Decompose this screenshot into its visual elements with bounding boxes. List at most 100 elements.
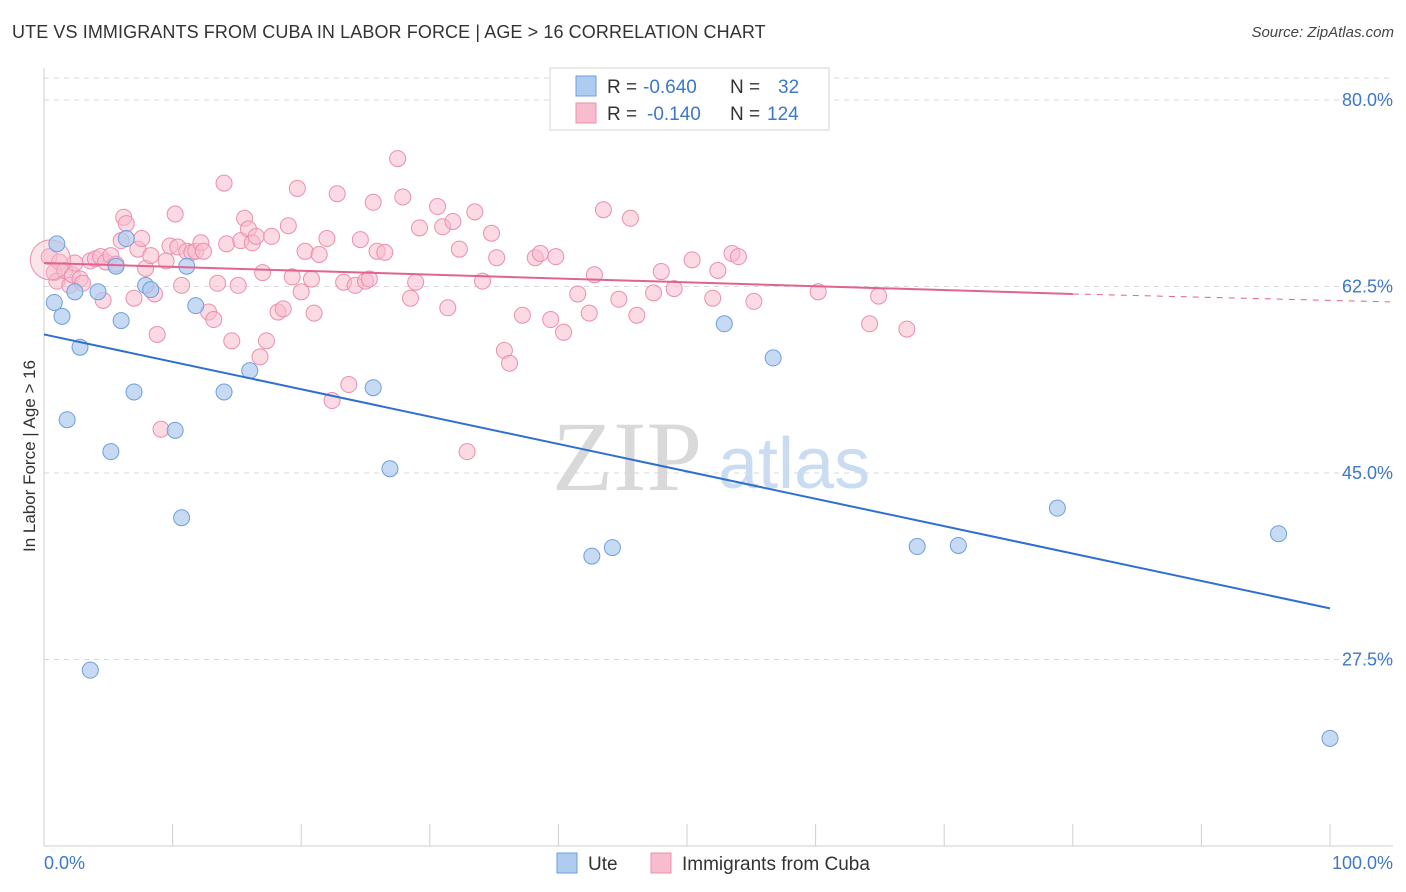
- ute-point: [125, 383, 143, 401]
- cuba-point: [173, 276, 191, 294]
- cuba-point: [555, 323, 573, 341]
- cuba-point: [569, 285, 587, 303]
- ute-point: [715, 315, 733, 333]
- cuba-point: [429, 198, 447, 216]
- cuba-point: [205, 311, 223, 329]
- cuba-point: [870, 287, 888, 305]
- cuba-point: [394, 188, 412, 206]
- cuba-point: [729, 248, 747, 266]
- ute-point: [66, 283, 84, 301]
- cuba-point: [279, 217, 297, 235]
- cuba-point: [296, 242, 314, 260]
- y-tick-labels: 27.5% 45.0% 62.5% 80.0%: [1342, 90, 1393, 670]
- cuba-point: [709, 261, 727, 279]
- cuba-point: [704, 289, 722, 307]
- stats-r-label-ute: R =: [607, 77, 637, 98]
- ute-point: [583, 547, 601, 565]
- cuba-point: [351, 231, 369, 249]
- ute-point: [53, 307, 71, 325]
- stats-r-label-cuba: R =: [607, 104, 637, 125]
- cuba-point: [594, 201, 612, 219]
- ute-point: [215, 383, 233, 401]
- cuba-point: [861, 315, 879, 333]
- cuba-point: [898, 320, 916, 338]
- stats-r-value-ute: -0.640: [643, 77, 697, 98]
- stats-legend-box: R = -0.640 N = 32 R = -0.140 N = 124: [549, 67, 830, 131]
- ute-trend-line: [43, 333, 1331, 610]
- cuba-point: [645, 284, 663, 302]
- cuba-point: [274, 300, 292, 318]
- source-label: Source: ZipAtlas.com: [1251, 24, 1394, 41]
- ute-point: [102, 443, 120, 461]
- ute-point: [81, 661, 99, 679]
- cuba-point: [117, 215, 135, 233]
- cuba-point: [254, 264, 272, 282]
- stats-swatch-cuba: [575, 102, 597, 124]
- cuba-point: [610, 290, 628, 308]
- cuba-point: [310, 246, 328, 264]
- cuba-point: [340, 376, 358, 394]
- stats-r-value-cuba: -0.140: [647, 104, 701, 125]
- cuba-point: [302, 270, 320, 288]
- cuba-point: [318, 230, 336, 248]
- ute-point: [112, 312, 130, 330]
- cuba-point: [152, 420, 170, 438]
- cuba-point: [450, 240, 468, 258]
- cuba-point: [133, 230, 151, 248]
- cuba-point: [402, 289, 420, 307]
- cuba-point: [328, 185, 346, 203]
- cuba-point: [305, 304, 323, 322]
- cuba-point: [542, 311, 560, 329]
- cuba-trend-extension: [1072, 293, 1391, 303]
- ute-point: [1321, 729, 1339, 747]
- cuba-point: [142, 247, 160, 265]
- cuba-point: [360, 270, 378, 288]
- ute-point: [764, 349, 782, 367]
- cuba-point: [223, 332, 241, 350]
- ute-point: [1270, 525, 1288, 543]
- cuba-point: [263, 227, 281, 245]
- stats-swatch-ute: [575, 75, 597, 97]
- cuba-point: [458, 443, 476, 461]
- cuba-point: [209, 274, 227, 292]
- y-tick-label: 27.5%: [1342, 649, 1393, 669]
- cuba-point: [501, 354, 519, 372]
- cuba-point: [745, 292, 763, 310]
- watermark-atlas: atlas: [718, 424, 870, 504]
- stats-n-label-cuba: N =: [730, 104, 760, 125]
- cuba-point: [166, 205, 184, 223]
- ute-point: [908, 538, 926, 556]
- ute-point: [364, 379, 382, 397]
- ute-point: [381, 460, 399, 478]
- ute-point: [142, 281, 160, 299]
- cuba-point: [389, 150, 407, 168]
- cuba-point: [215, 174, 233, 192]
- stats-n-value-ute: 32: [778, 77, 799, 98]
- series-ute-points: [45, 230, 1339, 747]
- cuba-point: [288, 179, 306, 197]
- stats-n-label-ute: N =: [730, 77, 760, 98]
- axes: [43, 68, 1393, 847]
- series-cuba-points: [29, 150, 916, 461]
- cuba-point: [439, 299, 457, 317]
- cuba-point: [513, 306, 531, 324]
- ute-point: [173, 509, 191, 527]
- cuba-point: [125, 289, 143, 307]
- cuba-point: [292, 283, 310, 301]
- y-tick-label: 62.5%: [1342, 276, 1393, 296]
- stats-n-value-cuba: 124: [767, 104, 799, 125]
- ute-point: [949, 536, 967, 554]
- cuba-point: [444, 212, 462, 230]
- bottom-legend: Ute Immigrants from Cuba: [556, 852, 870, 875]
- cuba-point: [531, 244, 549, 262]
- cuba-point: [229, 276, 247, 294]
- ute-point: [58, 411, 76, 429]
- cuba-point: [376, 243, 394, 261]
- cuba-point: [621, 209, 639, 227]
- y-tick-label: 45.0%: [1342, 463, 1393, 483]
- x-tick-labels: 0.0% 100.0%: [44, 853, 1393, 873]
- trend-lines: [43, 262, 1391, 610]
- ute-point: [89, 283, 107, 301]
- cuba-point: [488, 249, 506, 267]
